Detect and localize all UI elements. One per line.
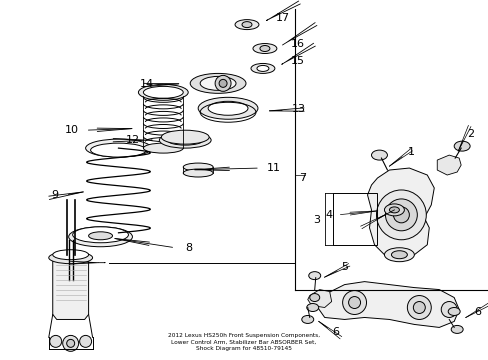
Ellipse shape <box>138 84 188 100</box>
Polygon shape <box>307 289 331 307</box>
Text: 1: 1 <box>407 147 413 157</box>
Text: 11: 11 <box>266 163 280 173</box>
Ellipse shape <box>68 227 132 247</box>
Circle shape <box>62 336 79 351</box>
Text: 2012 Lexus HS250h Front Suspension Components,
Lower Control Arm, Stabilizer Bar: 2012 Lexus HS250h Front Suspension Compo… <box>167 333 320 351</box>
Ellipse shape <box>53 250 88 260</box>
Text: 16: 16 <box>290 39 304 49</box>
Text: 8: 8 <box>185 243 192 253</box>
Text: 7: 7 <box>298 173 305 183</box>
Ellipse shape <box>309 293 319 302</box>
Ellipse shape <box>390 251 407 259</box>
Circle shape <box>348 297 360 309</box>
Ellipse shape <box>242 22 251 28</box>
Ellipse shape <box>450 325 462 333</box>
Polygon shape <box>367 168 433 260</box>
Ellipse shape <box>235 20 259 30</box>
Text: 2: 2 <box>466 129 473 139</box>
Ellipse shape <box>447 307 459 315</box>
Ellipse shape <box>256 66 268 71</box>
Ellipse shape <box>88 232 112 240</box>
Circle shape <box>215 75 230 91</box>
Bar <box>332 193 377 245</box>
Text: 4: 4 <box>325 210 332 220</box>
Circle shape <box>412 302 425 314</box>
Text: 14: 14 <box>140 79 154 89</box>
Circle shape <box>50 336 61 347</box>
Ellipse shape <box>453 141 469 151</box>
Ellipse shape <box>301 315 313 323</box>
Ellipse shape <box>371 150 386 160</box>
Ellipse shape <box>208 101 247 115</box>
Ellipse shape <box>198 97 258 119</box>
Ellipse shape <box>252 44 276 54</box>
Text: 13: 13 <box>291 104 305 114</box>
Ellipse shape <box>384 204 404 216</box>
Ellipse shape <box>260 45 269 51</box>
Circle shape <box>385 199 416 231</box>
Ellipse shape <box>49 252 92 264</box>
Circle shape <box>393 207 408 223</box>
Ellipse shape <box>190 73 245 93</box>
Ellipse shape <box>200 76 236 90</box>
Ellipse shape <box>250 63 274 73</box>
Ellipse shape <box>73 227 128 243</box>
Circle shape <box>80 336 91 347</box>
Text: 17: 17 <box>275 13 289 23</box>
Polygon shape <box>436 155 460 175</box>
Text: 6: 6 <box>332 327 339 337</box>
Ellipse shape <box>183 163 213 171</box>
Ellipse shape <box>388 207 399 213</box>
Text: 9: 9 <box>52 190 59 200</box>
Ellipse shape <box>90 143 146 157</box>
Circle shape <box>376 190 426 240</box>
Polygon shape <box>53 260 88 319</box>
Polygon shape <box>317 282 458 328</box>
Text: 12: 12 <box>126 135 140 145</box>
Circle shape <box>440 302 456 318</box>
Text: 6: 6 <box>473 307 480 318</box>
Circle shape <box>66 339 75 347</box>
Text: 3: 3 <box>312 215 319 225</box>
Ellipse shape <box>306 303 318 311</box>
Circle shape <box>407 296 430 319</box>
Ellipse shape <box>308 272 320 280</box>
Circle shape <box>342 291 366 315</box>
Ellipse shape <box>85 139 151 157</box>
Text: 5: 5 <box>341 262 348 272</box>
Circle shape <box>219 80 226 87</box>
Ellipse shape <box>384 248 413 262</box>
Text: 10: 10 <box>64 125 79 135</box>
Ellipse shape <box>143 86 183 98</box>
Ellipse shape <box>159 132 211 148</box>
Ellipse shape <box>183 169 213 177</box>
Ellipse shape <box>143 143 183 153</box>
Text: 15: 15 <box>290 57 304 67</box>
Ellipse shape <box>161 130 209 144</box>
Ellipse shape <box>167 135 203 145</box>
